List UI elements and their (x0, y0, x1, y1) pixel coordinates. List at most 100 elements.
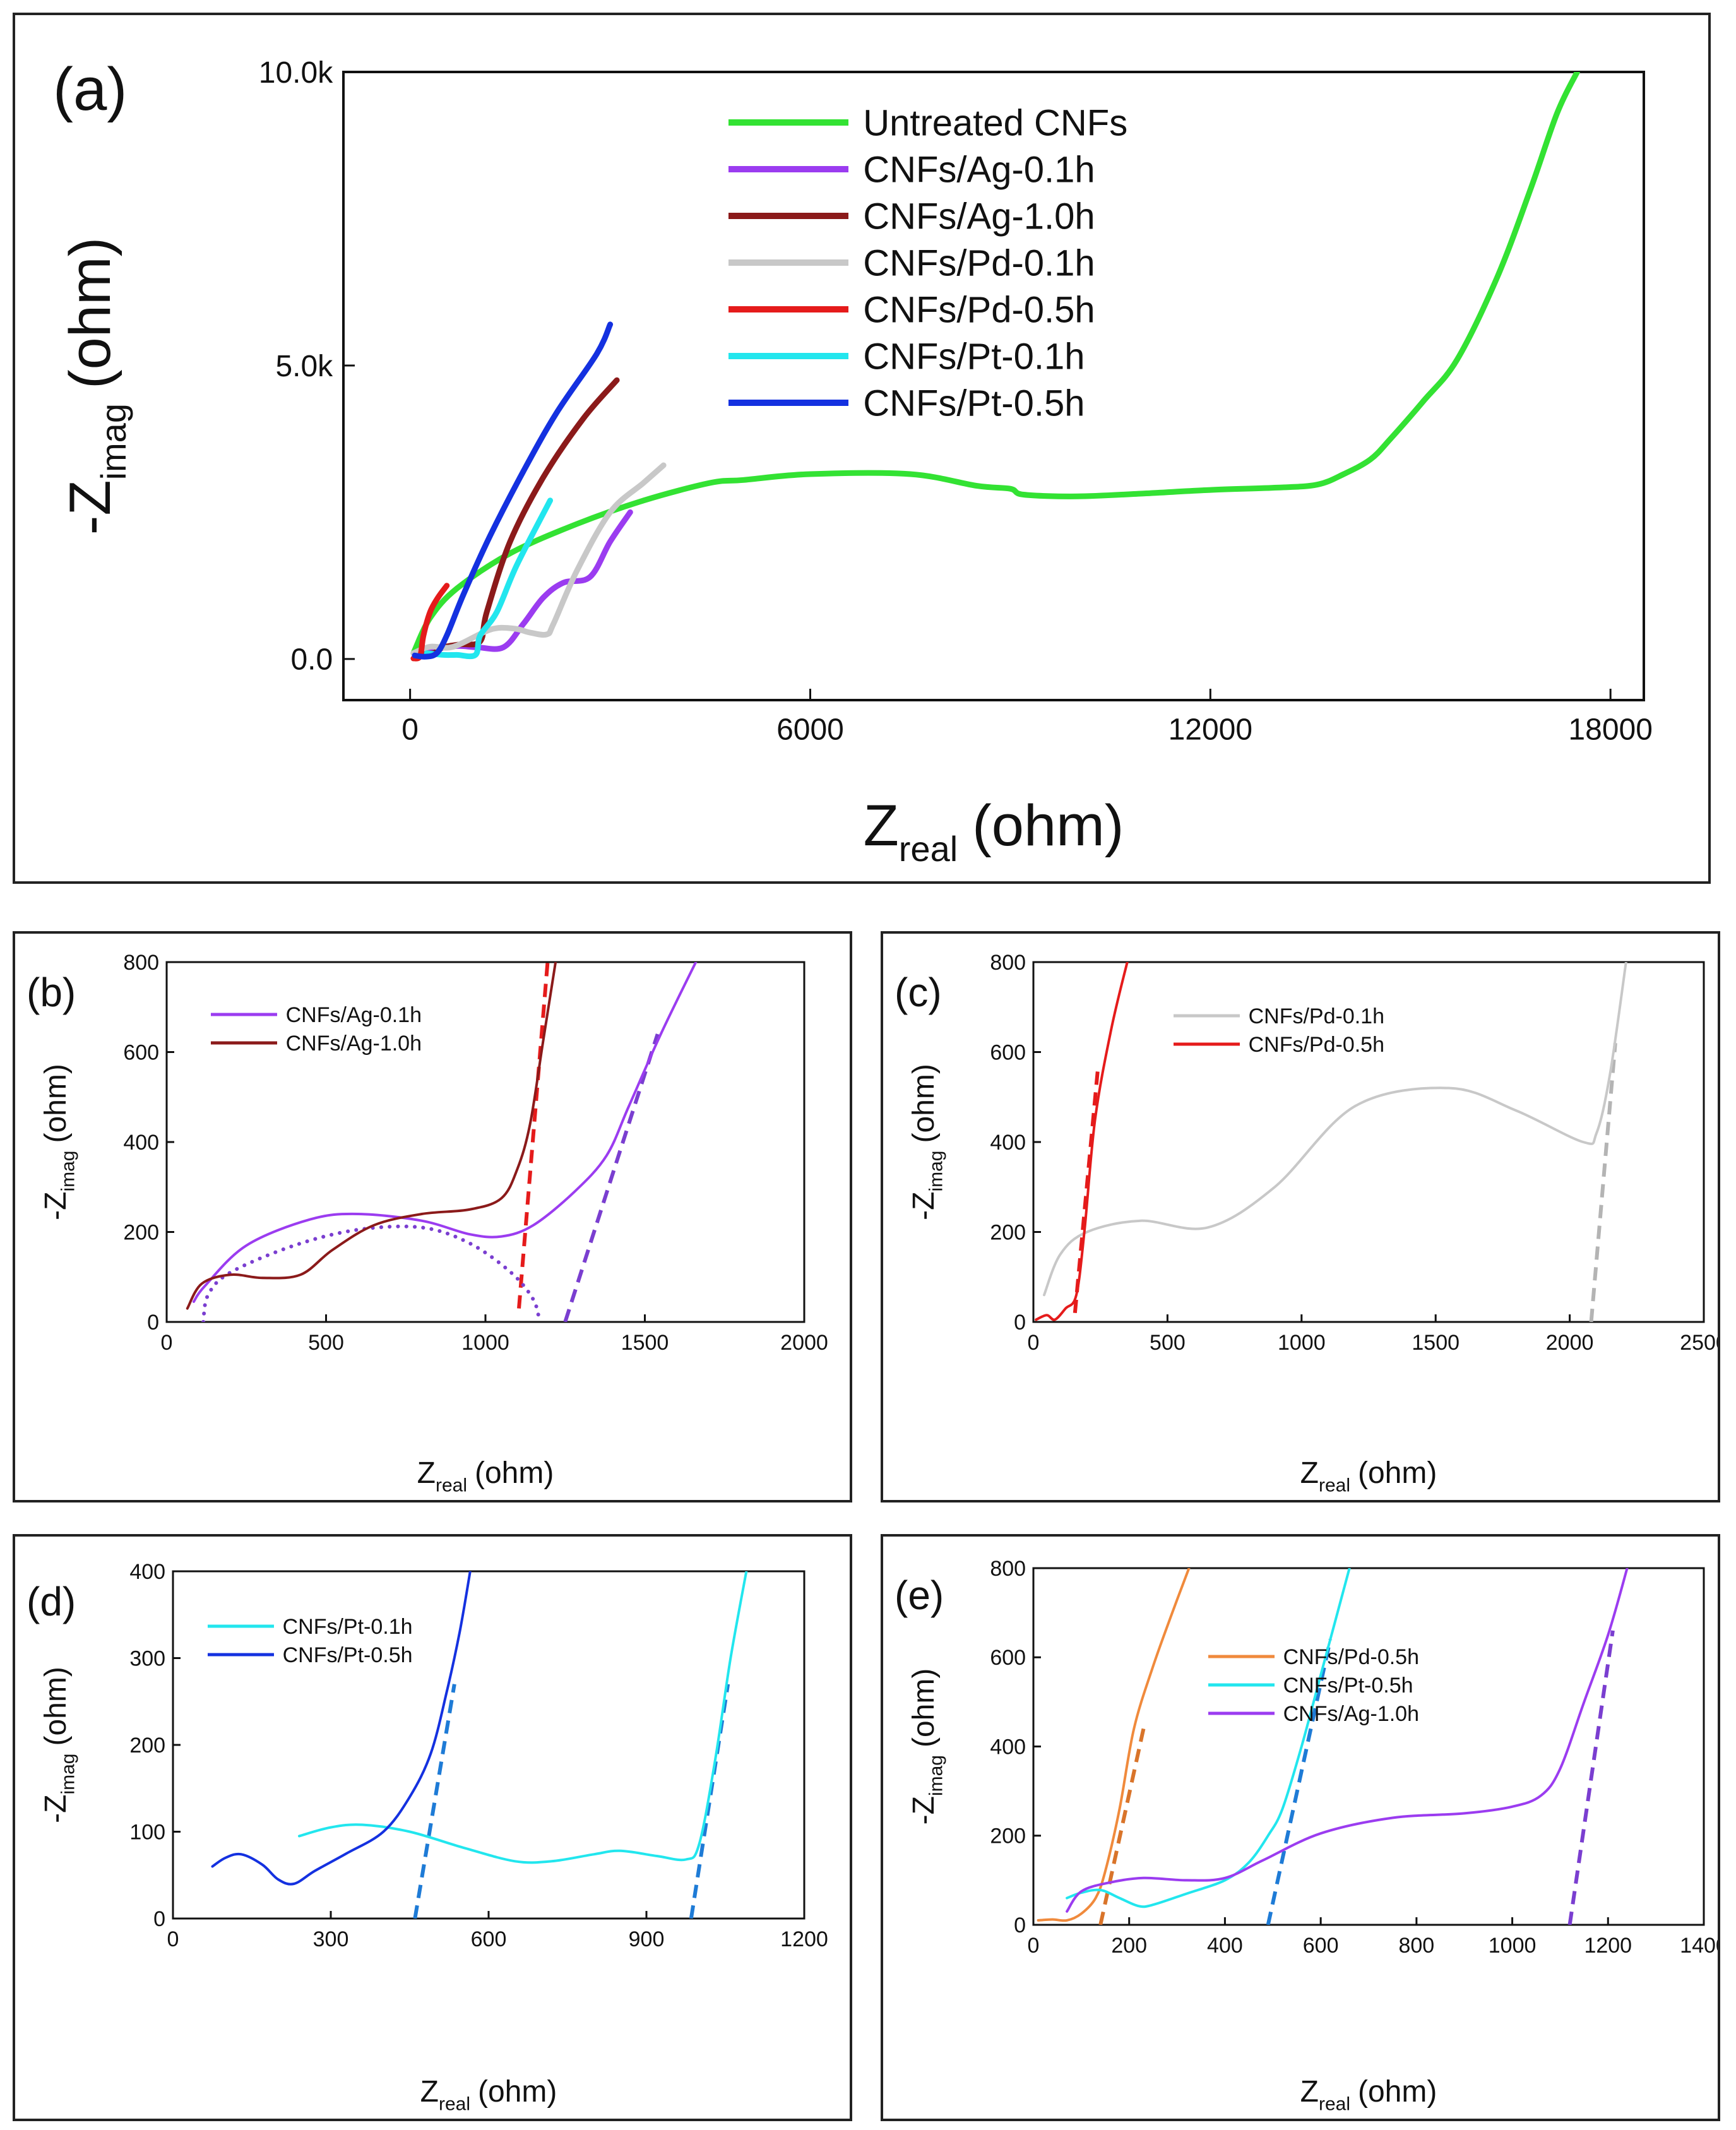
series-line-cnfs-ag-1-0h (1066, 1568, 1629, 1913)
legend-label: CNFs/Pt-0.1h (283, 1615, 413, 1639)
plot-area (410, 72, 1580, 662)
y-tick-label: 100 (129, 1820, 165, 1844)
legend-label: CNFs/Ag-0.1h (863, 149, 1095, 190)
plot-area (1037, 1568, 1629, 1925)
y-tick-label: 600 (990, 1040, 1026, 1064)
panel-label: (d) (27, 1579, 76, 1624)
chart-b: 0 500 1000 1500 2000 0 200 400 600 800 Zreal (ohm) -… (27, 951, 828, 1496)
guide-line-dashed (1266, 1639, 1333, 1925)
panel-b: 0 500 1000 1500 2000 0 200 400 600 800 Zreal (ohm) -… (13, 931, 852, 1502)
legend-label: CNFs/Pt-0.5h (283, 1643, 413, 1667)
panel-label: (b) (27, 970, 76, 1015)
y-tick-label: 800 (123, 951, 159, 975)
y-axis-label: -Zimag(ohm) (907, 1669, 947, 1825)
y-tick-label: 0 (1014, 1311, 1026, 1335)
x-tick-label: 1200 (780, 1927, 828, 1951)
y-tick-label: 200 (129, 1734, 165, 1758)
chart-a: 0 6000 12000 18000 0.0 5.0k 10.0k Zreal (ohm) -Zi… (53, 56, 1653, 869)
series-line-cnfs-ag-1-0h (186, 962, 557, 1310)
plot-area (211, 1571, 748, 1919)
legend-label: CNFs/Pt-0.5h (1283, 1674, 1413, 1698)
legend-label: CNFs/Pd-0.1h (863, 242, 1095, 283)
x-tick-label: 2000 (780, 1331, 828, 1355)
guide-line-dashed (1589, 1042, 1617, 1322)
legend-label: CNFs/Ag-1.0h (863, 196, 1095, 237)
x-tick-label: 0 (1028, 1331, 1040, 1355)
y-tick-label: 300 (129, 1646, 165, 1670)
chart-d: 0 300 600 900 1200 0 100 200 300 400 Zreal (ohm) -Zi… (27, 1560, 828, 2115)
x-tick-label: 18000 (1568, 713, 1652, 746)
series-line-cnfs-pd-0-5h (1035, 962, 1129, 1321)
y-axis-label: -Zimag(ohm) (907, 1064, 947, 1220)
x-axis-label: Zreal (ohm) (1300, 1456, 1437, 1496)
legend: CNFs/Ag-0.1h CNFs/Ag-1.0h (211, 1003, 422, 1056)
legend-label: CNFs/Pd-0.5h (1249, 1033, 1384, 1057)
plot-frame (342, 71, 1645, 701)
x-tick-label: 600 (1303, 1934, 1339, 1958)
guide-line-dashed (563, 1033, 660, 1322)
x-tick-label: 300 (313, 1927, 349, 1951)
guide-line-dashed (413, 1684, 456, 1919)
x-tick-label: 900 (629, 1927, 665, 1951)
y-axis-label: -Zimag(ohm) (39, 1667, 79, 1823)
x-tick-label: 1000 (1278, 1331, 1326, 1355)
x-tick-label: 0 (167, 1927, 179, 1951)
legend-label: CNFs/Ag-1.0h (286, 1032, 422, 1056)
y-tick-label: 400 (990, 1131, 1026, 1155)
y-tick-label: 0 (153, 1907, 165, 1931)
x-tick-label: 2000 (1546, 1331, 1594, 1355)
x-tick-label: 600 (471, 1927, 507, 1951)
legend-label: CNFs/Pt-0.5h (863, 383, 1085, 424)
series-line-cnfs-pt-0-1h (298, 1571, 748, 1864)
x-tick-label: 1200 (1584, 1934, 1632, 1958)
x-tick-label: 200 (1111, 1934, 1147, 1958)
series-line-cnfs-pd-0-1h (410, 462, 667, 657)
x-tick-label: 1000 (1489, 1934, 1537, 1958)
legend-label: CNFs/Pd-0.1h (1249, 1004, 1384, 1028)
y-tick-label: 200 (123, 1220, 159, 1244)
y-tick-label: 0.0 (290, 643, 333, 677)
series-line-cnfs-ag-0-1h (192, 962, 698, 1303)
plot-area (186, 962, 698, 1322)
legend-label: CNFs/Pd-0.5h (1283, 1645, 1419, 1669)
guide-line-dashed (517, 962, 550, 1309)
y-tick-label: 400 (990, 1735, 1026, 1759)
legend-label: CNFs/Pd-0.5h (863, 289, 1095, 330)
x-tick-label: 1500 (1412, 1331, 1460, 1355)
y-tick-label: 200 (990, 1220, 1026, 1244)
y-tick-label: 600 (990, 1646, 1026, 1670)
y-tick-label: 800 (990, 951, 1026, 975)
y-axis-label: -Zimag(ohm) (58, 237, 133, 535)
legend: CNFs/Pd-0.1h CNFs/Pd-0.5h (1174, 1004, 1384, 1057)
x-tick-label: 6000 (776, 713, 844, 746)
x-tick-label: 800 (1398, 1934, 1434, 1958)
guide-line-dashed (1098, 1728, 1146, 1925)
plot-frame (172, 1570, 806, 1920)
x-tick-label: 12000 (1168, 713, 1252, 746)
legend-label: Untreated CNFs (863, 102, 1127, 143)
series-line-cnfs-pt-0-5h (412, 321, 614, 660)
guide-semicircle-dotted (201, 1224, 542, 1322)
legend-label: CNFs/Ag-1.0h (1283, 1702, 1419, 1726)
x-tick-label: 0 (1028, 1934, 1040, 1958)
x-axis-label: Zreal (ohm) (417, 1456, 554, 1496)
x-tick-label: 0 (401, 713, 419, 746)
panel-label: (c) (895, 970, 942, 1015)
legend: Untreated CNFs CNFs/Ag-0.1h CNFs/Ag-1.0h CN… (728, 102, 1127, 424)
x-axis-label: Zreal (ohm) (1300, 2075, 1437, 2115)
panel-label: (e) (895, 1573, 944, 1618)
x-tick-label: 1500 (621, 1331, 669, 1355)
x-axis-label: Zreal (ohm) (864, 794, 1124, 869)
y-tick-label: 800 (990, 1557, 1026, 1581)
legend-label: CNFs/Pt-0.1h (863, 336, 1085, 377)
guide-line-dashed (1567, 1630, 1615, 1925)
y-tick-label: 0 (147, 1311, 159, 1335)
y-tick-label: 5.0k (275, 350, 333, 383)
y-tick-label: 400 (129, 1560, 165, 1584)
x-axis-label: Zreal (ohm) (420, 2075, 557, 2115)
